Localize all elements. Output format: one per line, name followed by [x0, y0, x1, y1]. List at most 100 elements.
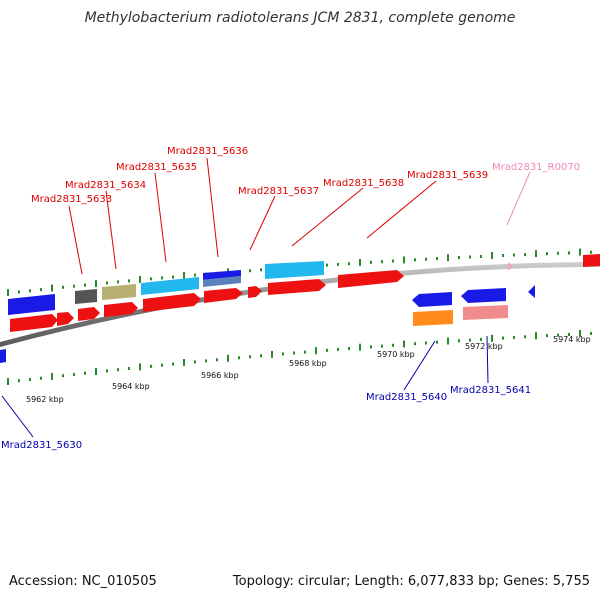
minor-tick — [73, 284, 75, 288]
minor-tick — [436, 257, 438, 261]
minor-tick — [205, 359, 207, 363]
minor-tick — [381, 260, 383, 264]
major-tick — [447, 254, 449, 262]
gene-arrow — [78, 307, 100, 321]
gene-block — [141, 277, 199, 295]
minor-tick — [425, 257, 427, 261]
forward-genes-lower — [10, 254, 600, 332]
major-tick — [315, 347, 317, 355]
gene-block — [102, 284, 136, 300]
minor-tick — [546, 334, 548, 338]
minor-tick — [106, 369, 108, 373]
minor-tick — [172, 275, 174, 279]
minor-tick — [480, 255, 482, 258]
minor-tick — [568, 333, 570, 336]
major-tick — [139, 275, 141, 283]
major-tick — [447, 337, 449, 345]
minor-tick — [524, 335, 526, 339]
major-tick — [359, 259, 361, 266]
minor-tick — [40, 288, 42, 292]
gene-arrow — [528, 285, 535, 298]
minor-tick — [392, 259, 394, 263]
genome-title: Methylobacterium radiotolerans JCM 2831,… — [84, 10, 516, 26]
minor-tick — [150, 364, 152, 368]
major-tick — [535, 250, 537, 258]
minor-tick — [326, 263, 328, 267]
major-tick — [95, 368, 97, 375]
reverse-genes — [0, 285, 535, 363]
forward-genes-upper — [8, 261, 324, 315]
gene-label-5638: Mrad2831_5638 — [323, 178, 404, 189]
minor-tick — [337, 347, 339, 351]
minor-tick — [293, 351, 295, 355]
gene-arrow — [338, 270, 404, 288]
gene-label-5637: Mrad2831_5637 — [238, 186, 319, 197]
major-tick — [579, 330, 581, 337]
minor-tick — [414, 258, 416, 262]
accession-label: Accession: NC_010505 — [9, 574, 157, 589]
scale-label: 5970 kbp — [377, 350, 415, 359]
minor-tick — [557, 251, 559, 255]
gene-label-R0070: Mrad2831_R0070 — [492, 162, 580, 173]
gene-label-5635: Mrad2831_5635 — [116, 162, 197, 173]
minor-tick — [414, 342, 416, 346]
minor-tick — [392, 343, 394, 347]
minor-tick — [524, 253, 526, 257]
gene-block — [8, 294, 55, 315]
minor-tick — [249, 269, 251, 273]
gene-label-layer: Mrad2831_5633 Mrad2831_5634 Mrad2831_563… — [1, 146, 580, 451]
minor-tick — [260, 268, 262, 272]
gene-arrow — [412, 292, 452, 307]
major-tick — [183, 272, 185, 279]
major-tick — [579, 248, 581, 256]
minor-tick — [381, 344, 383, 348]
gene-block — [413, 310, 453, 326]
minor-tick — [117, 280, 119, 284]
minor-tick — [194, 273, 196, 277]
gene-block — [203, 276, 241, 287]
gene-arrow — [248, 286, 262, 298]
minor-tick — [62, 374, 64, 378]
scale-label: 5974 kbp — [553, 335, 591, 344]
minor-tick — [172, 362, 174, 366]
gene-arrow — [10, 314, 58, 332]
major-tick — [95, 280, 97, 288]
minor-tick — [29, 289, 31, 293]
scale-label: 5966 kbp — [201, 371, 239, 380]
minor-tick — [128, 279, 130, 283]
minor-tick — [513, 253, 515, 257]
major-tick — [7, 289, 9, 297]
minor-tick — [480, 337, 482, 341]
minor-tick — [469, 255, 471, 259]
inner-tick-ring — [7, 330, 592, 385]
minor-tick — [458, 339, 460, 343]
minor-tick — [348, 262, 350, 266]
major-tick — [403, 340, 405, 348]
minor-tick — [161, 276, 163, 280]
major-tick — [271, 350, 273, 358]
gene-block — [0, 349, 6, 363]
major-tick — [51, 284, 53, 292]
major-tick — [227, 354, 229, 362]
gene-label-5633: Mrad2831_5633 — [31, 194, 112, 205]
minor-tick — [106, 281, 108, 285]
minor-tick — [216, 358, 218, 362]
major-tick — [491, 334, 493, 342]
minor-tick — [326, 348, 328, 352]
minor-tick — [18, 379, 20, 383]
gene-label-5636: Mrad2831_5636 — [167, 146, 248, 157]
gene-arrow — [461, 288, 506, 303]
minor-tick — [249, 355, 251, 359]
minor-tick — [238, 356, 240, 360]
scale-label: 5964 kbp — [112, 382, 150, 391]
minor-tick — [568, 251, 570, 255]
minor-tick — [73, 373, 75, 376]
minor-tick — [348, 347, 350, 351]
gene-arrow — [204, 288, 243, 303]
minor-tick — [370, 345, 372, 349]
minor-tick — [62, 285, 64, 289]
major-tick — [491, 252, 493, 259]
minor-tick — [557, 333, 559, 337]
minor-tick — [161, 363, 163, 367]
